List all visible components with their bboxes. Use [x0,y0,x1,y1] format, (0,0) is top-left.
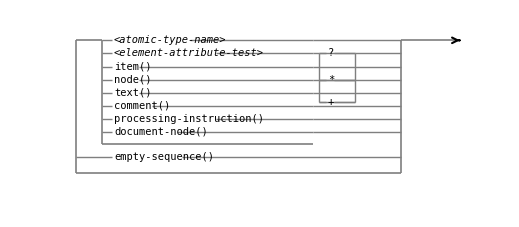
Text: +: + [328,97,334,107]
Text: <element-attribute-test>: <element-attribute-test> [114,48,264,58]
Text: *: * [328,75,334,85]
Text: text(): text() [114,88,152,98]
Text: processing-instruction(): processing-instruction() [114,114,264,124]
Text: node(): node() [114,75,152,85]
Text: document-node(): document-node() [114,127,208,137]
Text: item(): item() [114,62,152,72]
Text: <atomic-type-name>: <atomic-type-name> [114,35,226,45]
Text: ?: ? [328,48,334,58]
Text: comment(): comment() [114,101,170,111]
Text: empty-sequence(): empty-sequence() [114,152,214,162]
